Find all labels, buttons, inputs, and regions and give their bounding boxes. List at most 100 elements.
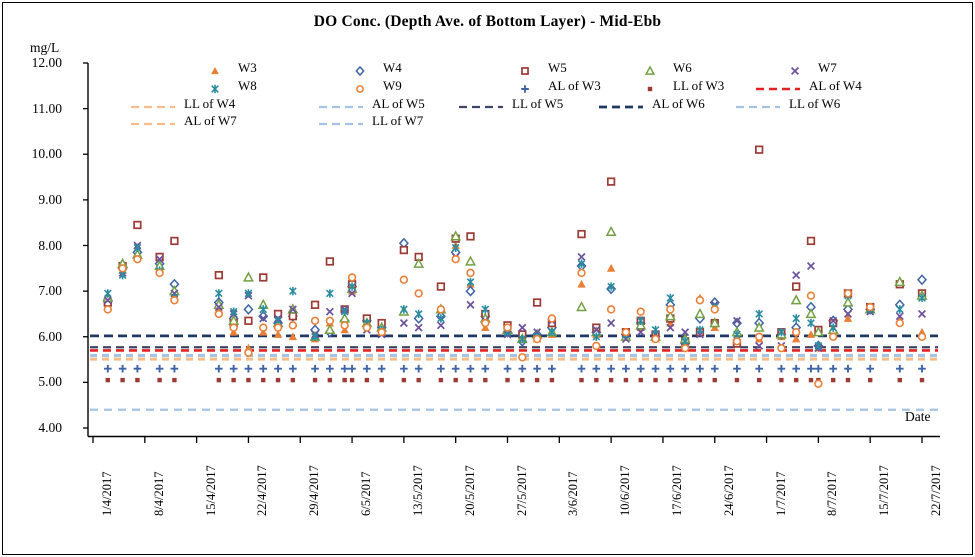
data-point-sq_small bbox=[697, 377, 703, 383]
x-tick-label: 8/7/2017 bbox=[825, 471, 840, 516]
data-point-tri_filled bbox=[806, 330, 816, 338]
data-point-circle bbox=[414, 289, 423, 298]
data-point-circle bbox=[695, 296, 705, 305]
data-point-plus bbox=[792, 364, 800, 373]
data-point-circle bbox=[577, 268, 586, 278]
data-point-plus bbox=[104, 364, 112, 373]
data-point-sq_small bbox=[505, 377, 510, 383]
data-point-circle bbox=[170, 296, 179, 305]
data-point-circle bbox=[103, 305, 113, 314]
data-point-plus bbox=[807, 364, 815, 373]
data-point-plus bbox=[844, 364, 852, 373]
data-point-sq_small bbox=[623, 377, 629, 383]
y-axis-unit-label: mg/L bbox=[30, 40, 60, 55]
data-point-square bbox=[325, 257, 335, 266]
data-point-sq_small bbox=[682, 377, 688, 383]
data-point-xmark bbox=[518, 323, 527, 332]
data-point-sq_small bbox=[919, 377, 925, 383]
data-point-asterisk bbox=[311, 332, 319, 341]
data-point-tri_open bbox=[709, 317, 721, 328]
data-point-sq_small bbox=[808, 377, 814, 383]
data-point-xmark bbox=[681, 328, 690, 337]
data-point-xmark bbox=[917, 309, 927, 318]
y-tick-label: 5.00 bbox=[38, 374, 62, 390]
legend-label: LL of W6 bbox=[789, 96, 841, 111]
legend-label: W4 bbox=[383, 60, 402, 75]
legend-item-ll-of-w4: LL of W4 bbox=[130, 96, 235, 112]
x-tick-label: 1/4/2017 bbox=[100, 471, 114, 516]
chart-title: DO Conc. (Depth Ave. of Bottom Layer) - … bbox=[313, 13, 662, 30]
data-point-plus bbox=[244, 364, 253, 373]
legend-item-w6: W6 bbox=[643, 60, 692, 76]
data-point-plus bbox=[348, 364, 356, 373]
y-tick-label: 8.00 bbox=[38, 237, 62, 253]
data-point-square bbox=[792, 282, 801, 291]
y-tick-label: 10.00 bbox=[31, 146, 62, 162]
data-point-sq_small bbox=[216, 377, 222, 383]
y-tick-label: 7.00 bbox=[38, 283, 62, 299]
data-point-sq_small bbox=[653, 377, 658, 383]
data-point-sq_small bbox=[290, 377, 296, 383]
data-point-asterisk bbox=[895, 305, 904, 314]
data-point-circle bbox=[666, 305, 675, 314]
data-point-tri_filled bbox=[211, 66, 219, 75]
data-point-xmark bbox=[414, 323, 423, 332]
data-point-xmark bbox=[399, 319, 408, 328]
data-point-sq_small bbox=[483, 377, 488, 383]
data-point-tri_filled bbox=[843, 314, 853, 322]
data-point-plus bbox=[363, 364, 371, 373]
data-point-circle bbox=[895, 318, 904, 328]
legend-marker-xmark bbox=[790, 67, 800, 76]
data-point-asterisk bbox=[814, 341, 823, 351]
data-point-circle bbox=[356, 85, 364, 93]
data-point-circle bbox=[814, 379, 823, 388]
data-point-plus bbox=[340, 364, 349, 373]
legend-label: AL of W5 bbox=[372, 96, 425, 111]
data-point-circle bbox=[118, 264, 127, 273]
data-point-plus bbox=[289, 364, 297, 373]
data-point-circle bbox=[777, 343, 786, 353]
legend-item-w4: W4 bbox=[353, 60, 402, 77]
data-point-plus bbox=[311, 364, 319, 373]
data-point-sq_small bbox=[712, 377, 717, 383]
data-point-tri_open bbox=[576, 301, 587, 312]
data-point-xmark bbox=[792, 271, 801, 280]
legend-item-ll-of-w3: LL of W3 bbox=[643, 78, 724, 94]
data-point-xmark bbox=[259, 314, 268, 323]
legend-label: LL of W3 bbox=[673, 78, 725, 93]
data-point-sq_small bbox=[594, 377, 599, 383]
legend-label: W5 bbox=[548, 60, 567, 75]
data-point-circle bbox=[481, 318, 490, 328]
legend-item-ll-of-w6: LL of W6 bbox=[735, 96, 840, 112]
legend-item-al-of-w5: AL of W5 bbox=[318, 96, 425, 112]
x-tick-label: 17/6/2017 bbox=[669, 465, 684, 516]
data-point-tri_open bbox=[805, 307, 817, 319]
data-point-circle bbox=[828, 332, 838, 341]
data-point-sq_small bbox=[342, 377, 347, 383]
data-point-plus bbox=[733, 364, 741, 373]
data-point-sq_small bbox=[779, 377, 784, 383]
data-point-plus bbox=[607, 364, 615, 373]
data-point-asterisk bbox=[918, 293, 926, 303]
data-point-plus bbox=[710, 364, 719, 373]
x-tick-label: 24/6/2017 bbox=[721, 465, 736, 516]
data-point-circle bbox=[340, 321, 349, 330]
data-point-tri_filled bbox=[577, 279, 586, 288]
data-point-asterisk bbox=[214, 289, 223, 298]
data-point-asterisk bbox=[103, 289, 112, 298]
data-point-asterisk bbox=[666, 293, 675, 303]
data-point-diamond bbox=[355, 65, 365, 77]
data-point-circle bbox=[843, 289, 853, 298]
data-point-sq_small bbox=[416, 377, 421, 383]
data-point-circle bbox=[621, 327, 631, 337]
data-point-asterisk bbox=[636, 316, 645, 325]
legend-label: W8 bbox=[238, 78, 257, 93]
legend-item-ll-of-w5: LL of W5 bbox=[458, 96, 563, 112]
data-point-plus bbox=[503, 364, 512, 373]
data-point-circle bbox=[451, 254, 460, 264]
data-point-plus bbox=[548, 364, 556, 373]
data-point-tri_open bbox=[694, 307, 706, 319]
data-point-sq_small bbox=[312, 377, 318, 383]
data-point-plus bbox=[170, 364, 179, 373]
